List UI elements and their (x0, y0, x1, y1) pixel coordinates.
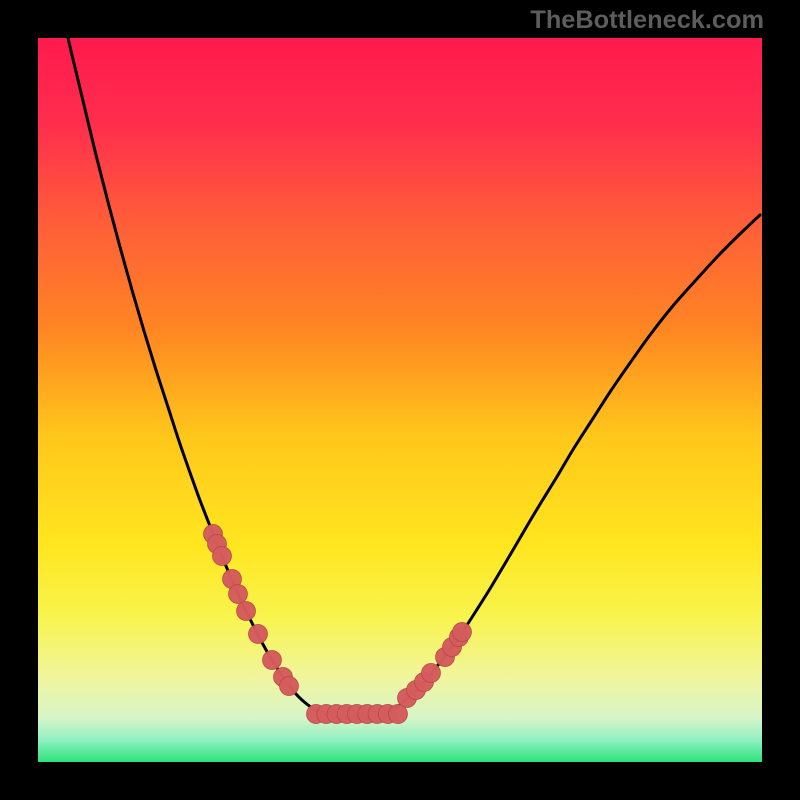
marker-dot (453, 623, 472, 642)
marker-dot (280, 677, 299, 696)
marker-dot (263, 651, 282, 670)
marker-dot (229, 585, 248, 604)
marker-dot (213, 547, 232, 566)
gradient-background (38, 38, 762, 762)
marker-dot (422, 664, 441, 683)
marker-dot (389, 705, 408, 724)
marker-dot (249, 625, 268, 644)
plot-area (38, 38, 762, 762)
marker-dot (237, 602, 256, 621)
watermark-text: TheBottleneck.com (530, 6, 764, 35)
